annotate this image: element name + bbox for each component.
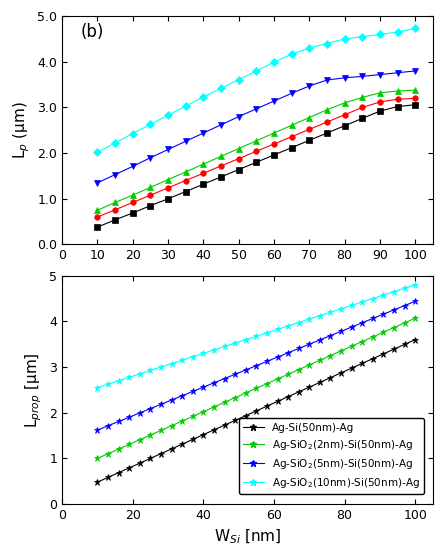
Legend: Ag-Si(50nm)-Ag, Ag-SiO$_2$(2nm)-Si(50nm)-Ag, Ag-SiO$_2$(5nm)-Si(50nm)-Ag, Ag-SiO: Ag-Si(50nm)-Ag, Ag-SiO$_2$(2nm)-Si(50nm)… <box>238 418 424 494</box>
Text: (b): (b) <box>81 23 104 41</box>
X-axis label: W$_{Si}$ [nm]: W$_{Si}$ [nm] <box>214 527 281 546</box>
Y-axis label: L$_{prop}$ [μm]: L$_{prop}$ [μm] <box>23 352 44 428</box>
Y-axis label: L$_p$ (μm): L$_p$ (μm) <box>11 101 32 159</box>
